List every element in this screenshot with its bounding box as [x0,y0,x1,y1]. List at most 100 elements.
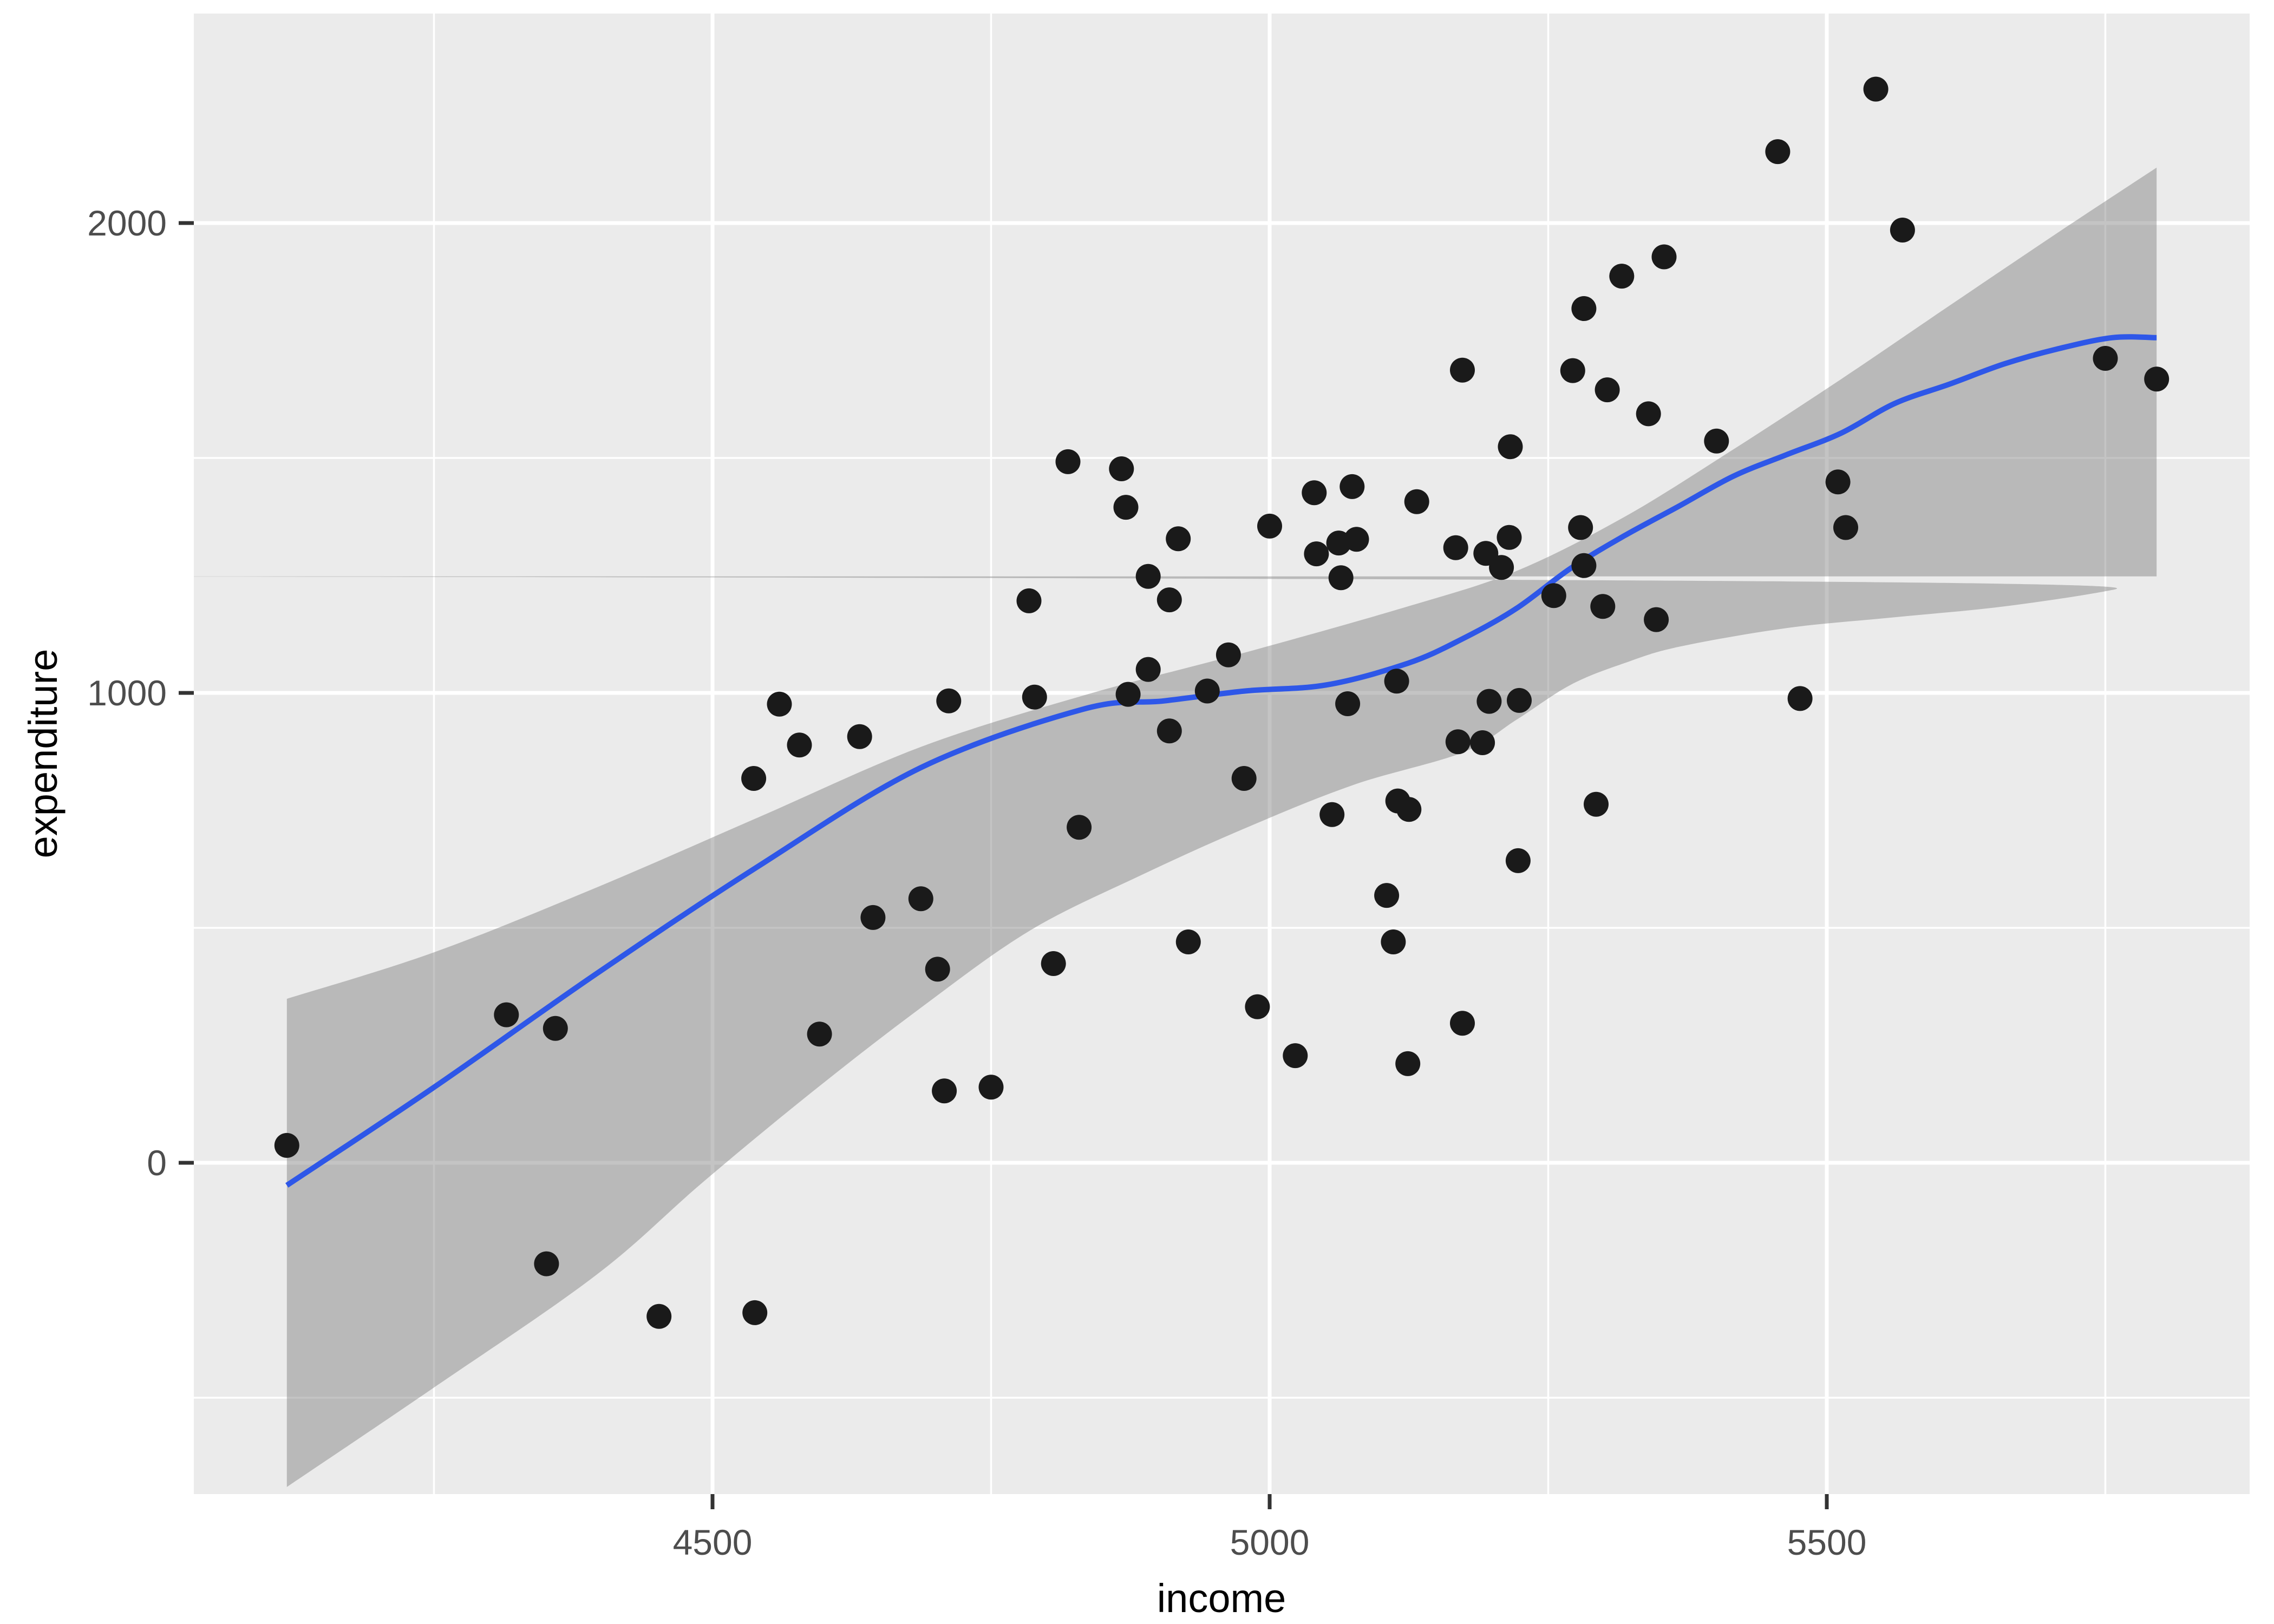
x-tick-label: 4500 [673,1522,753,1562]
data-point [1384,669,1409,694]
data-point [2144,366,2170,392]
data-points-layer [274,76,2170,1329]
data-point [741,766,767,791]
data-point [1339,474,1365,499]
data-point [1443,535,1468,560]
data-point [1644,607,1669,632]
data-point [932,1078,957,1104]
data-point [1175,929,1201,954]
data-point [1381,929,1406,954]
data-point [1156,718,1182,744]
plot-panel [194,14,2250,1494]
data-point [908,886,933,912]
data-point [978,1075,1004,1100]
data-point [1765,139,1791,165]
data-point [1651,244,1677,270]
major-gridlines [194,14,2250,1494]
data-point [1595,377,1620,403]
data-point [1404,489,1429,514]
y-tick-label: 0 [147,1143,167,1183]
data-point [1302,480,1327,506]
x-axis-title: income [1157,1576,1286,1621]
y-axis-title: expenditure [21,649,66,859]
data-point [1022,684,1047,710]
data-point [787,732,812,758]
data-point [1497,525,1522,550]
data-point [1216,642,1241,667]
data-point [1194,678,1220,704]
data-point [1257,513,1282,539]
data-point [1041,951,1066,976]
data-point [1283,1043,1308,1069]
minor-gridlines [194,14,2250,1494]
data-point [1498,434,1523,460]
data-point [2093,346,2118,371]
x-tick-label: 5000 [1230,1522,1310,1562]
data-point [1833,515,1858,540]
data-point [1067,815,1092,840]
data-point [1450,1011,1475,1036]
confidence-ribbon [194,167,2157,1487]
x-tick-label: 5500 [1787,1522,1867,1562]
data-point [1636,401,1661,427]
data-point [1571,296,1597,321]
data-point [1335,691,1361,716]
data-point [1328,565,1354,591]
data-point [925,957,950,982]
data-point [1541,583,1566,608]
data-point [1787,686,1813,711]
data-point [1396,797,1422,822]
data-point [807,1021,832,1047]
data-point [1304,541,1329,567]
data-point [1395,1051,1421,1076]
data-point [1571,553,1597,578]
data-point [1115,682,1141,707]
data-point [274,1132,299,1158]
data-point [1016,588,1042,613]
data-point [1609,264,1635,289]
data-point [1505,848,1531,873]
data-point [1450,357,1475,383]
data-point [1590,594,1616,619]
data-point [1055,449,1081,474]
data-point [1507,687,1532,713]
y-axis: 0 1000 2000 [87,203,194,1183]
data-point [1470,730,1495,755]
data-point [1568,515,1593,540]
x-axis: 4500 5000 5500 [673,1494,1867,1562]
data-point [1166,526,1191,552]
data-point [1863,76,1889,102]
data-point [543,1016,568,1041]
data-point [1109,456,1134,481]
data-point [1319,802,1345,827]
data-point [1445,729,1471,755]
data-point [534,1251,559,1276]
data-point [1560,358,1585,383]
data-point [1476,689,1502,714]
data-point [742,1300,768,1325]
data-point [1135,564,1161,589]
data-point [1245,994,1270,1019]
y-tick-label: 2000 [87,203,167,243]
data-point [494,1002,519,1027]
data-point [1489,555,1514,580]
y-tick-label: 1000 [87,673,167,713]
data-point [1890,218,1915,243]
data-point [847,724,872,749]
data-point [1704,428,1729,454]
data-point [1584,791,1609,817]
data-point [1113,495,1139,520]
data-point [1135,657,1161,682]
data-point [1156,587,1182,613]
data-point [1344,527,1369,552]
smooth-trend-line [285,334,2157,1188]
data-point [646,1304,672,1329]
data-point [1825,469,1851,495]
data-point [767,691,792,717]
data-point [860,905,886,930]
data-point [1231,766,1257,791]
data-point [1374,883,1400,908]
data-point [936,688,962,713]
